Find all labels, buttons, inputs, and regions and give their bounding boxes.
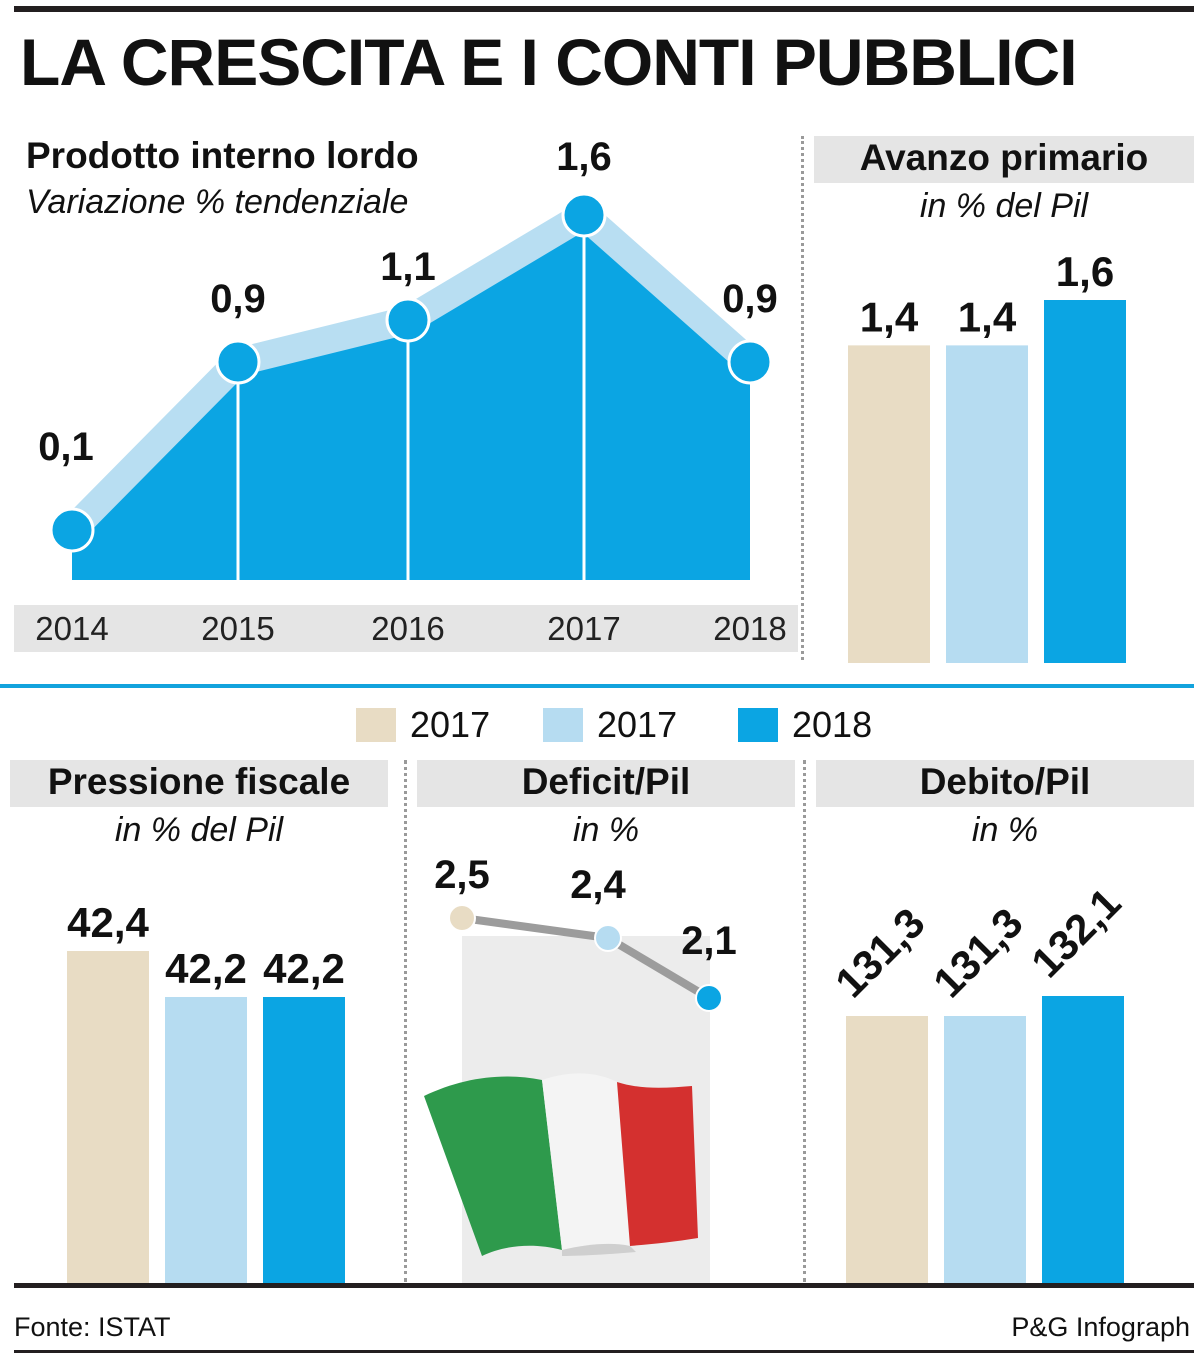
flag-green: [424, 1076, 562, 1256]
footer-rule: [14, 1350, 1194, 1353]
debito-data-label: 131,3: [924, 899, 1032, 1007]
deficit-point: [594, 924, 622, 952]
legend-swatch: [543, 708, 583, 742]
source-text: Fonte: ISTAT: [14, 1312, 171, 1342]
deficit-point: [448, 904, 476, 932]
legend-swatch: [356, 708, 396, 742]
credit-text: P&G Infograph: [1011, 1312, 1190, 1342]
debito-bar: [846, 1016, 928, 1284]
pressione-subtitle: in % del Pil: [114, 811, 284, 849]
deficit-chart: 2,5 2,4 2,1: [424, 853, 737, 1284]
pil-subtitle: Variazione % tendenziale: [26, 183, 409, 221]
pressione-title: Pressione fiscale: [10, 760, 388, 807]
separator-bottom-right: [803, 760, 806, 1282]
pil-tick-label: 2018: [713, 610, 786, 647]
pil-data-label: 0,9: [210, 277, 266, 321]
section-divider: [0, 684, 1194, 688]
pressione-data-label: 42,2: [165, 945, 247, 992]
pil-tick-label: 2015: [201, 610, 274, 647]
pil-chart: 0,1 2014 0,9 2015 1,1 2016 1,6 2017 0,9 2018: [14, 135, 798, 652]
separator-top: [801, 136, 804, 660]
pil-tick-label: 2016: [371, 610, 444, 647]
deficit-point: [695, 984, 723, 1012]
legend-label: 2017: [410, 704, 491, 745]
debito-bar: [944, 1016, 1026, 1284]
debito-data-label: 131,3: [826, 899, 934, 1007]
deficit-data-label: 2,4: [570, 863, 626, 907]
legend-item-2018: 2018: [738, 704, 873, 745]
top-rule: [14, 6, 1194, 12]
pil-title: Prodotto interno lordo: [26, 135, 419, 176]
flag-red: [617, 1082, 698, 1246]
pil-point: [561, 192, 607, 238]
legend-label: 2017: [597, 704, 678, 745]
separator-bottom-left: [404, 760, 407, 1282]
debito-bar: [1042, 996, 1124, 1284]
pressione-data-label: 42,2: [263, 945, 345, 992]
pil-point: [49, 507, 95, 553]
pressione-bar: [165, 997, 247, 1284]
deficit-title: Deficit/Pil: [417, 760, 795, 807]
pressione-bar: [263, 997, 345, 1284]
debito-subtitle: in %: [971, 811, 1039, 849]
pil-point: [215, 339, 261, 385]
pressione-data-label: 42,4: [67, 899, 149, 946]
pil-tick-label: 2017: [547, 610, 620, 647]
italian-flag-icon: [424, 1073, 698, 1256]
pil-data-label: 0,9: [722, 277, 778, 321]
pil-area: [72, 215, 750, 580]
pil-data-label: 1,6: [556, 135, 612, 179]
avanzo-data-label: 1,4: [860, 293, 919, 340]
legend-item-2017a: 2017: [356, 704, 491, 745]
pressione-bar: [67, 951, 149, 1284]
legend-item-2017b: 2017: [543, 704, 678, 745]
avanzo-bar: [1044, 300, 1126, 663]
pil-point: [727, 339, 773, 385]
flag-white: [542, 1073, 630, 1250]
debito-title: Debito/Pil: [816, 760, 1194, 807]
bottom-rule: [14, 1283, 1194, 1288]
avanzo-data-label: 1,4: [958, 293, 1017, 340]
deficit-data-label: 2,5: [434, 853, 490, 897]
pil-tick-label: 2014: [35, 610, 108, 647]
debito-data-label: 132,1: [1022, 879, 1130, 987]
legend-swatch: [738, 708, 778, 742]
avanzo-data-label: 1,6: [1056, 248, 1114, 295]
avanzo-bar: [946, 345, 1028, 663]
pil-data-label: 1,1: [380, 245, 436, 289]
avanzo-bar: [848, 345, 930, 663]
pressione-chart: 42,4 42,2 42,2: [67, 899, 345, 1284]
avanzo-chart: 1,4 1,4 1,6: [848, 248, 1126, 663]
page-title: LA CRESCITA E I CONTI PUBBLICI: [20, 25, 1078, 99]
avanzo-title: Avanzo primario: [814, 136, 1194, 183]
deficit-subtitle: in %: [572, 811, 640, 849]
deficit-data-label: 2,1: [681, 919, 737, 963]
pil-data-label: 0,1: [38, 425, 94, 469]
flag-shadow: [562, 1243, 636, 1256]
pil-point: [385, 297, 431, 343]
pil-axis-band: [14, 605, 798, 652]
legend-label: 2018: [792, 704, 873, 745]
avanzo-subtitle: in % del Pil: [919, 187, 1089, 225]
